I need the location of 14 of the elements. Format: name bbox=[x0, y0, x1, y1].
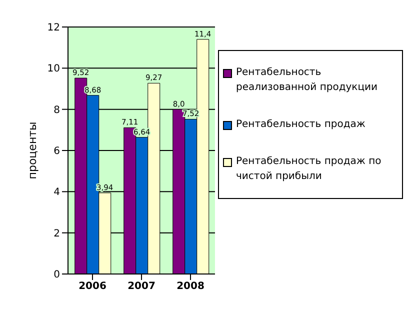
y-axis-title: проценты bbox=[26, 122, 39, 180]
legend-label: Рентабельность продаж по чистой прибыли bbox=[236, 155, 382, 184]
y-tick-label: 4 bbox=[54, 187, 60, 198]
legend-label: Рентабельность реализованной продукции bbox=[236, 66, 379, 95]
x-tick-label: 2006 bbox=[78, 281, 106, 292]
y-tick-label: 12 bbox=[47, 22, 60, 34]
y-tick-label: 6 bbox=[54, 146, 60, 158]
y-tick-label: 10 bbox=[47, 64, 60, 75]
legend-label: Рентабельность продаж bbox=[236, 118, 366, 132]
x-tick-label: 2007 bbox=[128, 281, 156, 292]
x-tick-label: 2008 bbox=[176, 281, 204, 292]
y-tick-label: 0 bbox=[54, 270, 60, 281]
y-tick-label: 2 bbox=[54, 228, 60, 240]
y-tick-label: 8 bbox=[54, 104, 60, 116]
